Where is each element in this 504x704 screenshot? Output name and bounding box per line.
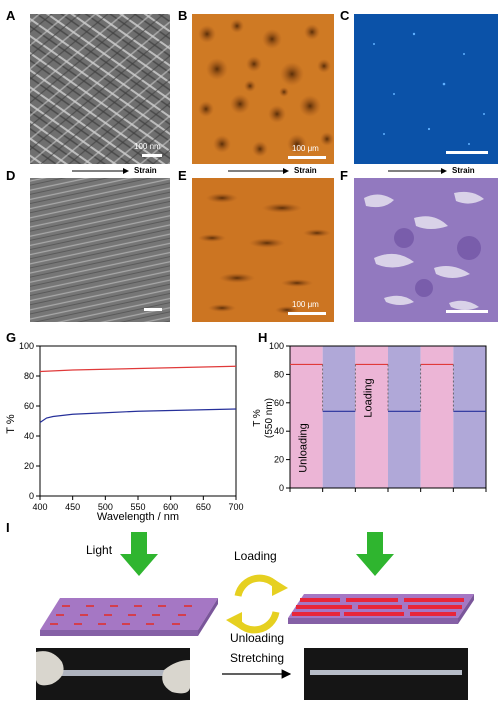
chart-g-xtick-label: 450 xyxy=(65,502,80,512)
unloading-label: Unloading xyxy=(230,631,284,645)
chart-g-xtick-label: 500 xyxy=(98,502,113,512)
chart-g-xtick-label: 400 xyxy=(32,502,47,512)
scale-bar-e xyxy=(288,312,326,315)
fluorescence-image-unstretched xyxy=(354,14,498,164)
chart-h-ytick-label: 40 xyxy=(274,426,284,436)
panel-label-c: C xyxy=(340,8,350,23)
optical-image-unstretched: 100 μm xyxy=(192,14,334,164)
chart-g-ytick-label: 40 xyxy=(24,431,34,441)
chart-g-xtick-label: 700 xyxy=(228,502,243,512)
panel-label-b: B xyxy=(178,8,188,23)
sem-image-stretched xyxy=(30,178,170,322)
sem-image-unstretched: 100 nm xyxy=(30,14,170,164)
chart-h-ytick-label: 0 xyxy=(279,483,284,493)
sem-texture-d xyxy=(30,178,170,322)
schematic-i: Light Loading Unloading Stretching xyxy=(36,532,474,700)
chart-h-ytick-label: 100 xyxy=(269,341,284,351)
chart-g-xtick-label: 550 xyxy=(130,502,145,512)
light-arrow-left-icon xyxy=(120,532,158,576)
stained-texture-f xyxy=(354,178,498,322)
sem-texture-a xyxy=(30,14,170,164)
chart-g-frame xyxy=(39,345,237,497)
panel-label-e: E xyxy=(178,168,187,183)
chart-g-ytick-label: 80 xyxy=(24,371,34,381)
cycle-arrows-icon xyxy=(226,574,288,634)
chart-h-ytick-label: 20 xyxy=(274,455,284,465)
chart-g-xtick-label: 600 xyxy=(163,502,178,512)
chart-h-ytick-label: 80 xyxy=(274,369,284,379)
chart-h-ylabel: T % xyxy=(252,409,263,427)
scale-label-e: 100 μm xyxy=(292,300,319,309)
photo-unstretched xyxy=(36,648,190,700)
chart-g-ytick-label: 100 xyxy=(19,341,34,351)
panel-label-d: D xyxy=(6,168,16,183)
chart-h-ytick-label: 60 xyxy=(274,398,284,408)
scale-bar-d xyxy=(144,308,162,311)
stretching-label: Stretching xyxy=(230,651,284,665)
light-arrow-right-icon xyxy=(356,532,394,576)
strain-label-d: Strain xyxy=(134,166,157,175)
optical-texture-e xyxy=(192,178,334,322)
chart-g-ytick-label: 60 xyxy=(24,401,34,411)
panel-label-i: I xyxy=(6,520,10,535)
chart-g-ylabel: T % xyxy=(5,414,17,434)
strain-label-e: Strain xyxy=(294,166,317,175)
strain-arrows xyxy=(72,168,447,174)
scale-label-b: 100 μm xyxy=(292,144,319,153)
fluor-texture-c xyxy=(354,14,498,164)
chart-h-annotation: Unloading xyxy=(297,423,309,473)
photo-stretched xyxy=(304,648,468,700)
panel-label-h: H xyxy=(258,330,268,345)
scale-bar-f xyxy=(446,310,488,313)
chart-h-band-loaded xyxy=(355,346,388,488)
stained-image-stretched xyxy=(354,178,498,322)
chart-h-band-unloaded xyxy=(453,346,486,488)
scale-bar-c xyxy=(446,151,488,154)
sheet-loaded xyxy=(288,594,474,624)
panel-label-a: A xyxy=(6,8,16,23)
chart-g-series-0 xyxy=(39,365,237,373)
strain-label-f: Strain xyxy=(452,166,475,175)
chart-h-ylabel2: (550 nm) xyxy=(264,398,275,438)
panel-label-f: F xyxy=(340,168,348,183)
light-label: Light xyxy=(86,543,113,557)
chart-g-series-1 xyxy=(39,408,237,423)
optical-image-stretched: 100 μm xyxy=(192,178,334,322)
chart-h-band-loaded xyxy=(290,346,323,488)
panel-label-g: G xyxy=(6,330,17,345)
chart-g-xtick-label: 650 xyxy=(196,502,211,512)
cyclic-transmittance-chart: 0 20 40 60 80 100 Unloading Loading T % (550 n… xyxy=(252,341,487,493)
scale-bar-b xyxy=(288,156,326,159)
scale-bar-a xyxy=(142,154,162,157)
scale-label-a: 100 nm xyxy=(134,142,161,151)
loading-label: Loading xyxy=(234,549,277,563)
transmittance-spectrum-chart: 400 450 500 550 600 650 700 0 20 40 60 80 100 Wavele… xyxy=(5,341,244,523)
chart-g-ytick-label: 0 xyxy=(29,491,34,501)
chart-g-xlabel: Wavelength / nm xyxy=(97,511,179,523)
chart-h-annotation: Loading xyxy=(363,378,375,417)
chart-h-band-unloaded xyxy=(322,346,356,488)
chart-g-ytick-label: 20 xyxy=(24,461,34,471)
sheet-unloaded xyxy=(40,598,218,636)
optical-texture-b xyxy=(192,14,334,164)
chart-h-band-loaded xyxy=(420,346,454,488)
chart-h-band-unloaded xyxy=(388,346,421,488)
